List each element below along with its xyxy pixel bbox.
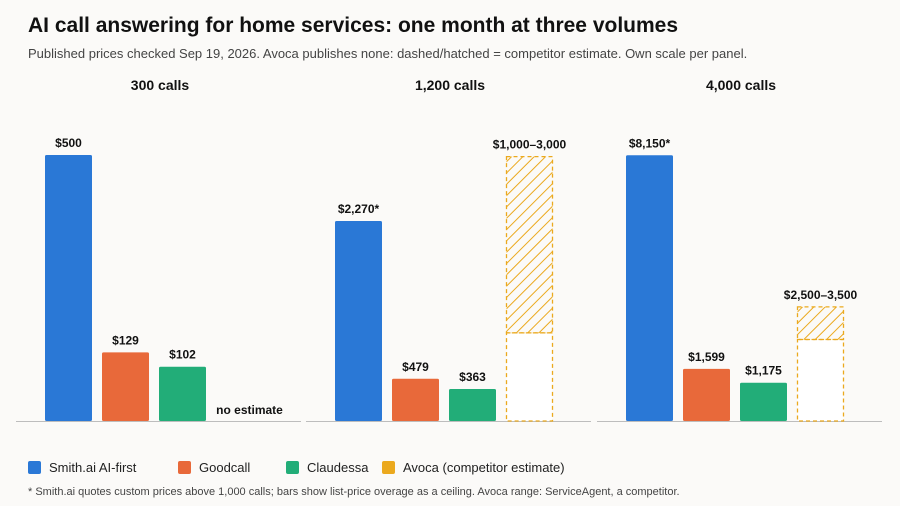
legend: Smith.ai AI-first Goodcall Claudessa Avo…: [28, 460, 587, 475]
bar-label: $2,270*: [338, 202, 380, 216]
bar: [449, 389, 496, 421]
bar-label: $1,000–3,000: [493, 138, 567, 152]
bar-label: $363: [459, 370, 486, 384]
legend-swatch-claudessa: [286, 461, 299, 474]
legend-item-goodcall: Goodcall: [178, 460, 286, 475]
legend-label-goodcall: Goodcall: [199, 460, 251, 475]
bar-charts: 300 calls $500 $129 $102 no estimate 1,200 ca…: [16, 77, 882, 422]
legend-label-smith: Smith.ai AI-first: [49, 460, 137, 475]
panel-title: 4,000 calls: [706, 77, 776, 93]
legend-item-smith: Smith.ai AI-first: [28, 460, 178, 475]
bar-estimate-floor: [505, 332, 554, 422]
bar-label: $479: [402, 360, 429, 374]
bar-estimate-range: [505, 155, 554, 334]
bar: [159, 366, 206, 421]
bar: [626, 155, 673, 421]
bar-label: $2,500–3,500: [784, 288, 858, 302]
bar-label: $1,599: [688, 350, 725, 364]
bar-label: $102: [169, 348, 196, 362]
bar-label: $8,150*: [629, 136, 671, 150]
footnote: * Smith.ai quotes custom prices above 1,…: [28, 486, 680, 498]
legend-label-avoca: Avoca (competitor estimate): [403, 460, 565, 475]
bar-estimate-range: [796, 306, 845, 341]
legend-swatch-goodcall: [178, 461, 191, 474]
panel-title: 300 calls: [131, 77, 190, 93]
bar-label: $500: [55, 136, 82, 150]
bar-label: $1,175: [745, 364, 782, 378]
bar: [45, 154, 92, 421]
legend-item-claudessa: Claudessa: [286, 460, 382, 475]
bar: [683, 368, 730, 421]
page-title: AI call answering for home services: one…: [28, 14, 679, 37]
bar-label: $129: [112, 333, 139, 347]
page-subtitle: Published prices checked Sep 19, 2026. A…: [28, 46, 748, 61]
legend-item-avoca: Avoca (competitor estimate): [382, 460, 565, 475]
bar-estimate-floor: [796, 338, 845, 422]
bar: [335, 220, 382, 421]
bar: [740, 382, 787, 421]
legend-swatch-avoca: [382, 461, 395, 474]
bar: [392, 378, 439, 421]
bar-label: no estimate: [216, 403, 283, 417]
legend-swatch-smith: [28, 461, 41, 474]
legend-label-claudessa: Claudessa: [307, 460, 369, 475]
bar: [102, 352, 149, 421]
panel-title: 1,200 calls: [415, 77, 485, 93]
